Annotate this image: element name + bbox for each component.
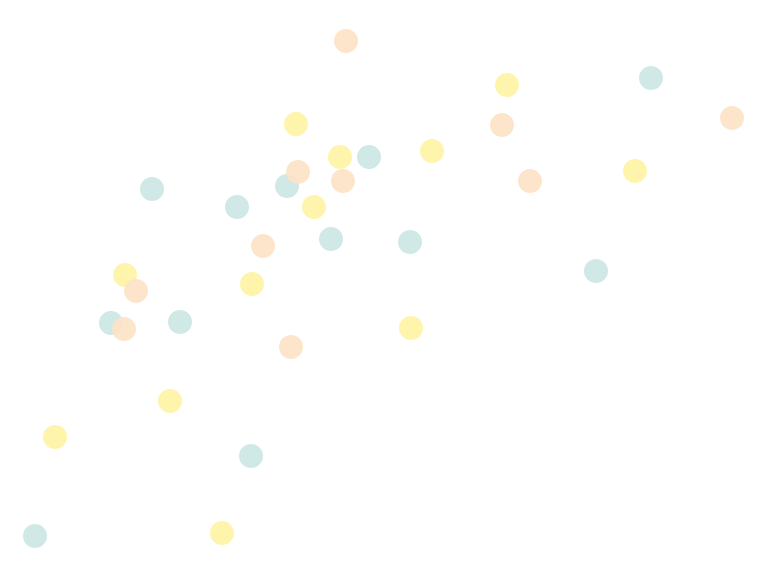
scatter-point xyxy=(331,169,355,193)
scatter-point xyxy=(399,316,423,340)
scatter-point xyxy=(279,335,303,359)
scatter-point xyxy=(398,230,422,254)
scatter-point xyxy=(302,195,326,219)
scatter-point xyxy=(490,113,514,137)
scatter-point xyxy=(328,145,352,169)
scatter-point xyxy=(639,66,663,90)
scatter-point xyxy=(43,425,67,449)
scatter-point xyxy=(284,112,308,136)
scatter-point xyxy=(420,139,444,163)
scatter-point xyxy=(357,145,381,169)
scatter-point xyxy=(240,272,264,296)
scatter-point xyxy=(623,159,647,183)
scatter-point xyxy=(518,169,542,193)
scatter-point xyxy=(720,106,744,130)
scatter-point xyxy=(140,177,164,201)
scatter-point xyxy=(210,521,234,545)
scatter-point xyxy=(584,259,608,283)
scatter-point xyxy=(23,524,47,548)
scatter-point xyxy=(168,310,192,334)
scatter-point xyxy=(334,29,358,53)
scatter-point xyxy=(158,389,182,413)
scatter-point xyxy=(319,227,343,251)
scatter-point xyxy=(112,317,136,341)
scatter-point xyxy=(251,234,275,258)
scatter-point xyxy=(495,73,519,97)
scatter-point xyxy=(225,195,249,219)
scatter-point xyxy=(239,444,263,468)
scatter-point xyxy=(124,279,148,303)
scatter-point xyxy=(286,160,310,184)
